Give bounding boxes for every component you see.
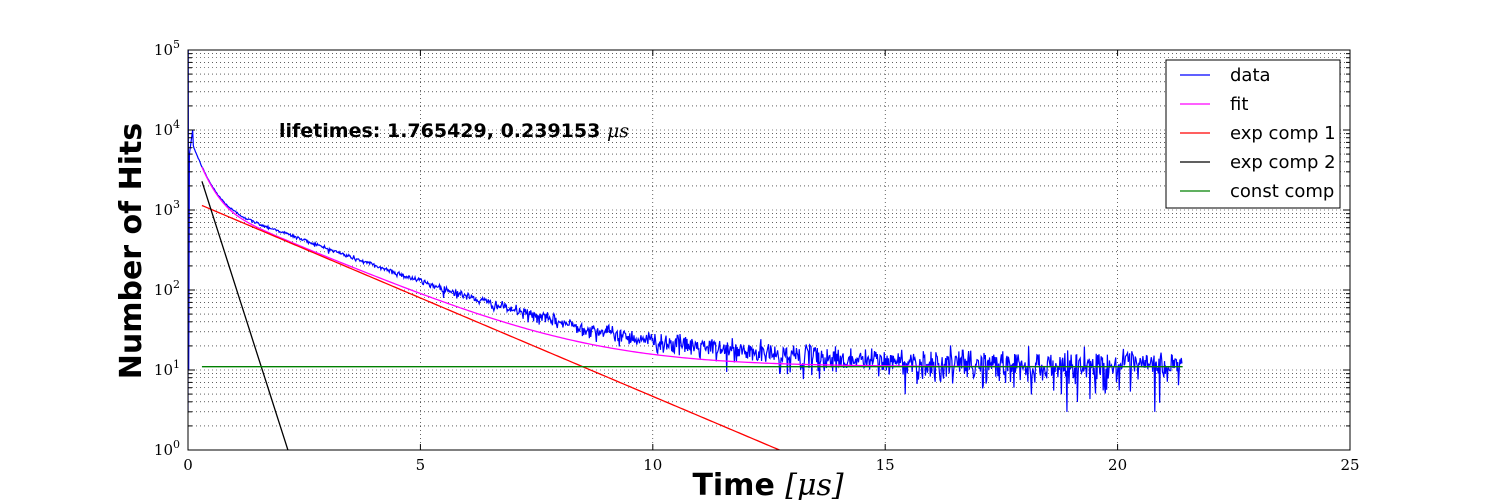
x-axis-title-unit: [μs] (785, 468, 844, 500)
x-axis-title: Time [μs] (692, 468, 843, 500)
legend-label: fit (1230, 94, 1248, 115)
legend-entry-fit: fit (1180, 94, 1248, 115)
legend-box (1165, 59, 1341, 209)
series-layer (188, 50, 1183, 450)
x-tick-label: 10 (643, 456, 662, 474)
plot-frame (187, 49, 1351, 451)
x-tick-label: 0 (183, 456, 193, 474)
series-line-exp-comp-2 (201, 181, 289, 450)
legend-label: exp comp 2 (1230, 152, 1336, 173)
legend-entry-exp-comp-1: exp comp 1 (1180, 123, 1336, 144)
y-tick-label: 103 (154, 198, 180, 219)
legend-entry-const-comp: const comp (1180, 181, 1334, 202)
annotation-lifetimes: lifetimes: 1.765429, 0.239153 μs (279, 120, 629, 142)
x-tick-label: 20 (1108, 456, 1127, 474)
plot-area-background (188, 50, 1350, 450)
legend-label: data (1230, 65, 1271, 86)
legend: data fit exp comp 1 exp comp 2 const comp (1165, 59, 1341, 209)
y-tick-label: 100 (154, 438, 180, 459)
x-tick-label: 5 (416, 456, 426, 474)
y-tick-label: 105 (154, 38, 180, 59)
series-line-exp-comp-1 (201, 204, 782, 450)
axis-ticks: 0 5 10 15 20 25 100 101 102 103 104 105 (154, 38, 1360, 474)
legend-entry-data: data (1180, 65, 1271, 86)
x-tick-label: 25 (1340, 456, 1359, 474)
legend-entry-exp-comp-2: exp comp 2 (1180, 152, 1336, 173)
y-tick-label: 104 (154, 118, 180, 139)
x-axis-title-text: Time (692, 468, 774, 500)
legend-label: const comp (1230, 181, 1334, 202)
x-tick-label: 15 (876, 456, 895, 474)
grid-lines (188, 50, 1350, 450)
y-tick-label: 101 (154, 358, 180, 379)
y-axis-title: Number of Hits (114, 123, 149, 379)
y-tick-label: 102 (154, 278, 180, 299)
annotation-unit: μs (607, 120, 629, 142)
legend-label: exp comp 1 (1230, 123, 1336, 144)
annotation-text: lifetimes: 1.765429, 0.239153 (279, 120, 607, 142)
